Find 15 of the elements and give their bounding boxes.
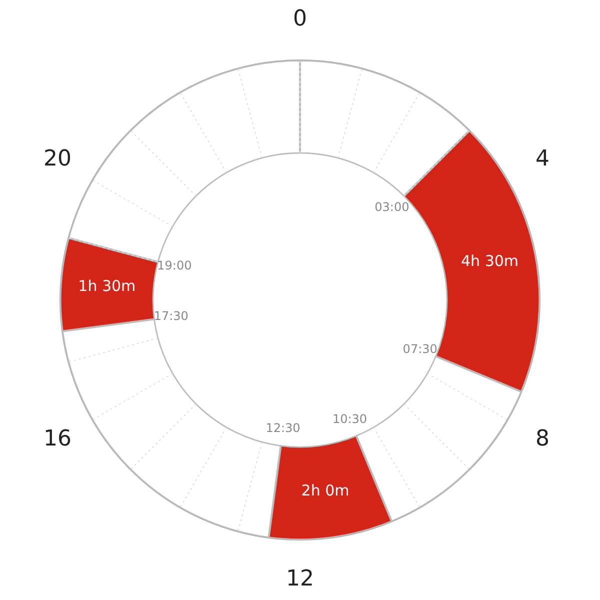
- slice-label: 4h 30m: [461, 252, 519, 270]
- text: 10:30: [332, 412, 368, 426]
- text: 19:00: [157, 258, 192, 272]
- text: 8: [535, 426, 550, 452]
- text: 12:30: [266, 421, 300, 436]
- text: 17:30: [154, 309, 188, 324]
- text: 16: [44, 426, 72, 452]
- text: 0: [293, 6, 307, 32]
- text: 20: [44, 146, 72, 172]
- text: 03:00: [374, 200, 410, 214]
- text: 4: [535, 146, 550, 172]
- slice-label: 1h 30m: [78, 277, 136, 296]
- text: 07:30: [402, 342, 438, 356]
- slice-label: 2h 0m: [301, 482, 350, 500]
- text: 12: [286, 566, 314, 592]
